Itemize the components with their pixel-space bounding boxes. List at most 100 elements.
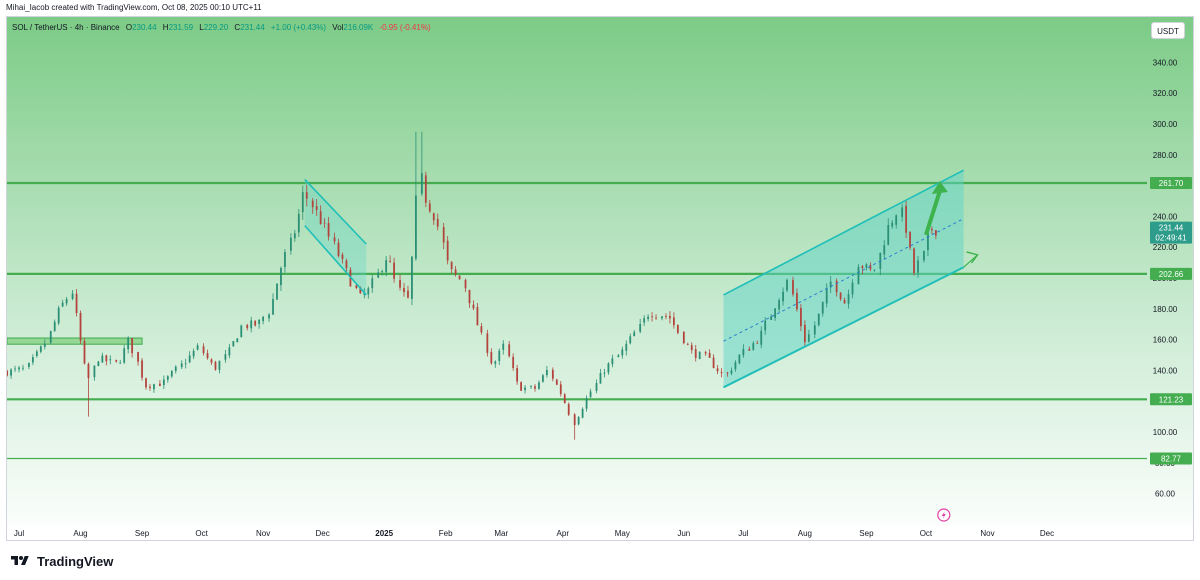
candle-body xyxy=(407,290,409,298)
candle-body xyxy=(389,261,392,263)
candle-body xyxy=(538,382,540,389)
candle-body xyxy=(311,200,314,208)
supply-zone xyxy=(7,337,143,345)
candle-body xyxy=(289,237,292,251)
candle-body xyxy=(454,269,457,275)
close-value: 231.44 xyxy=(240,23,265,32)
candle-body xyxy=(720,372,723,374)
level-price-tag xyxy=(1150,267,1192,280)
high-label: H xyxy=(162,23,169,32)
candle-body xyxy=(756,342,759,344)
candle-body xyxy=(730,370,733,374)
candle-body xyxy=(371,278,374,289)
x-tick-label: Feb xyxy=(439,529,453,538)
price-change: +1.00 (+0.43%) xyxy=(270,23,327,32)
candle-body xyxy=(297,213,300,233)
brand-footer[interactable]: TradingView xyxy=(8,552,113,570)
candle-body xyxy=(585,398,588,409)
candle-body xyxy=(105,355,108,362)
candle-body xyxy=(71,293,74,299)
x-tick-label: Nov xyxy=(256,529,270,538)
candle-body xyxy=(905,205,907,233)
candle-body xyxy=(673,317,675,326)
tradingview-logo-icon xyxy=(11,556,29,565)
candle-body xyxy=(381,271,384,272)
candle-body xyxy=(276,283,278,300)
currency-button[interactable]: USDT xyxy=(1151,22,1185,39)
x-tick-label: Sep xyxy=(135,529,150,538)
candle-body xyxy=(639,323,642,332)
candle-body xyxy=(424,175,427,203)
candle-body xyxy=(202,346,205,354)
candle-body xyxy=(752,343,755,350)
candle-body xyxy=(690,345,693,351)
level-price-label: 82.77 xyxy=(1161,455,1182,464)
candle-body xyxy=(786,279,788,291)
open-label: O xyxy=(125,23,133,32)
candle-body xyxy=(530,385,532,387)
candle-body xyxy=(359,287,362,294)
candle-body xyxy=(676,324,679,333)
candle-body xyxy=(192,350,195,357)
candle-body xyxy=(446,240,449,261)
candle-body xyxy=(377,272,380,278)
channel-extension-arrowhead xyxy=(966,251,979,264)
candle-body xyxy=(803,324,806,343)
falling-channel-fill xyxy=(304,179,367,295)
volume-label: Vol xyxy=(332,23,344,32)
candle-body xyxy=(742,348,745,356)
candle-body xyxy=(835,280,838,293)
candle-body xyxy=(65,299,68,304)
x-tick-label: Dec xyxy=(316,529,330,538)
x-tick-label: Aug xyxy=(798,529,812,538)
candle-body xyxy=(625,343,628,351)
chart-area[interactable]: 60.0080.00100.00120.00140.00160.00180.00… xyxy=(6,16,1194,541)
rising-channel-lower xyxy=(723,266,965,389)
candle-body xyxy=(669,315,671,319)
candle-body xyxy=(782,291,784,302)
candle-body xyxy=(865,264,868,268)
candle-body xyxy=(385,260,388,273)
x-tick-label: Dec xyxy=(1040,529,1054,538)
candle-body xyxy=(792,280,794,295)
candle-body xyxy=(520,382,522,391)
candle-body xyxy=(629,336,632,344)
falling-channel-upper xyxy=(304,178,367,245)
candle-body xyxy=(28,362,30,367)
candle-body xyxy=(655,317,657,319)
projection-arrow-shaft xyxy=(924,190,942,236)
countdown-label: 02:49:41 xyxy=(1155,234,1187,243)
candle-body xyxy=(704,352,707,354)
candle-body xyxy=(589,391,592,398)
low-label: L xyxy=(199,23,204,32)
candle-body xyxy=(39,346,42,352)
candle-body xyxy=(31,357,34,363)
candle-body xyxy=(607,363,610,373)
falling-channel-lower xyxy=(304,225,367,296)
candle-body xyxy=(760,330,763,345)
candle-body xyxy=(432,213,435,221)
candle-body xyxy=(79,312,82,341)
close-label: C xyxy=(234,23,241,32)
x-tick-label: 2025 xyxy=(375,529,393,538)
candle-body xyxy=(694,349,697,358)
candle-body xyxy=(847,294,850,304)
price-chart[interactable]: 60.0080.00100.00120.00140.00160.00180.00… xyxy=(7,17,1194,541)
candle-body xyxy=(887,225,890,245)
candle-body xyxy=(355,285,358,289)
candle-body xyxy=(778,300,780,310)
candle-body xyxy=(567,404,570,415)
candle-body xyxy=(770,316,773,320)
candle-body xyxy=(476,307,479,326)
candle-body xyxy=(101,355,104,363)
candle-body xyxy=(35,351,38,357)
y-tick-label: 340.00 xyxy=(1153,58,1178,67)
candle-body xyxy=(934,229,937,236)
candle-body xyxy=(891,222,894,227)
candle-body xyxy=(166,376,169,380)
candle-body xyxy=(75,293,78,314)
candle-body xyxy=(196,345,199,350)
candle-body xyxy=(563,394,566,404)
candle-body xyxy=(542,375,544,382)
candle-body xyxy=(141,360,143,378)
